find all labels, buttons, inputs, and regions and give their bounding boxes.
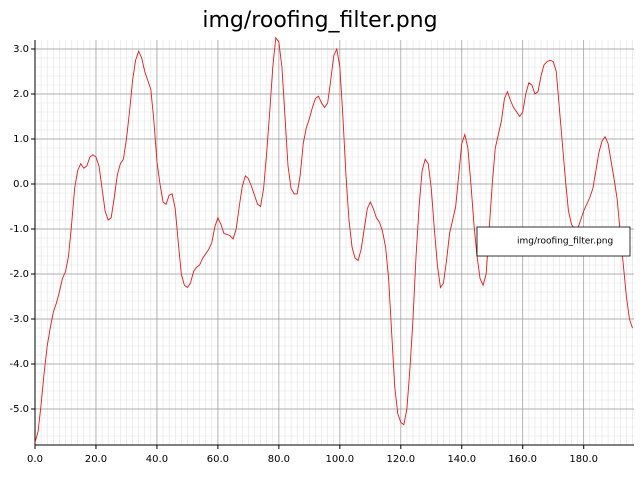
y-tick-label: -2.0 [9, 269, 29, 280]
x-tick-label: 120.0 [386, 454, 415, 465]
chart-title: img/roofing_filter.png [202, 8, 437, 33]
x-tick-label: 20.0 [85, 454, 107, 465]
x-tick-label: 0.0 [27, 454, 43, 465]
y-tick-label: -3.0 [9, 314, 29, 325]
x-tick-label: 40.0 [146, 454, 168, 465]
legend-box [476, 226, 631, 257]
y-tick-label: -4.0 [9, 359, 29, 370]
y-tick-label: -1.0 [9, 224, 29, 235]
y-tick-label: 3.0 [13, 44, 29, 55]
y-tick-label: 0.0 [13, 179, 29, 190]
x-tick-label: 80.0 [268, 454, 290, 465]
y-tick-label: -5.0 [9, 404, 29, 415]
legend-label: img/roofing_filter.png [517, 237, 613, 247]
x-tick-label: 180.0 [569, 454, 598, 465]
x-tick-label: 140.0 [447, 454, 476, 465]
y-tick-label: 2.0 [13, 89, 29, 100]
x-tick-label: 160.0 [508, 454, 537, 465]
line [34, 36, 633, 443]
x-tick-label: 100.0 [326, 454, 355, 465]
y-tick-label: 1.0 [13, 134, 29, 145]
x-tick-label: 60.0 [207, 454, 229, 465]
